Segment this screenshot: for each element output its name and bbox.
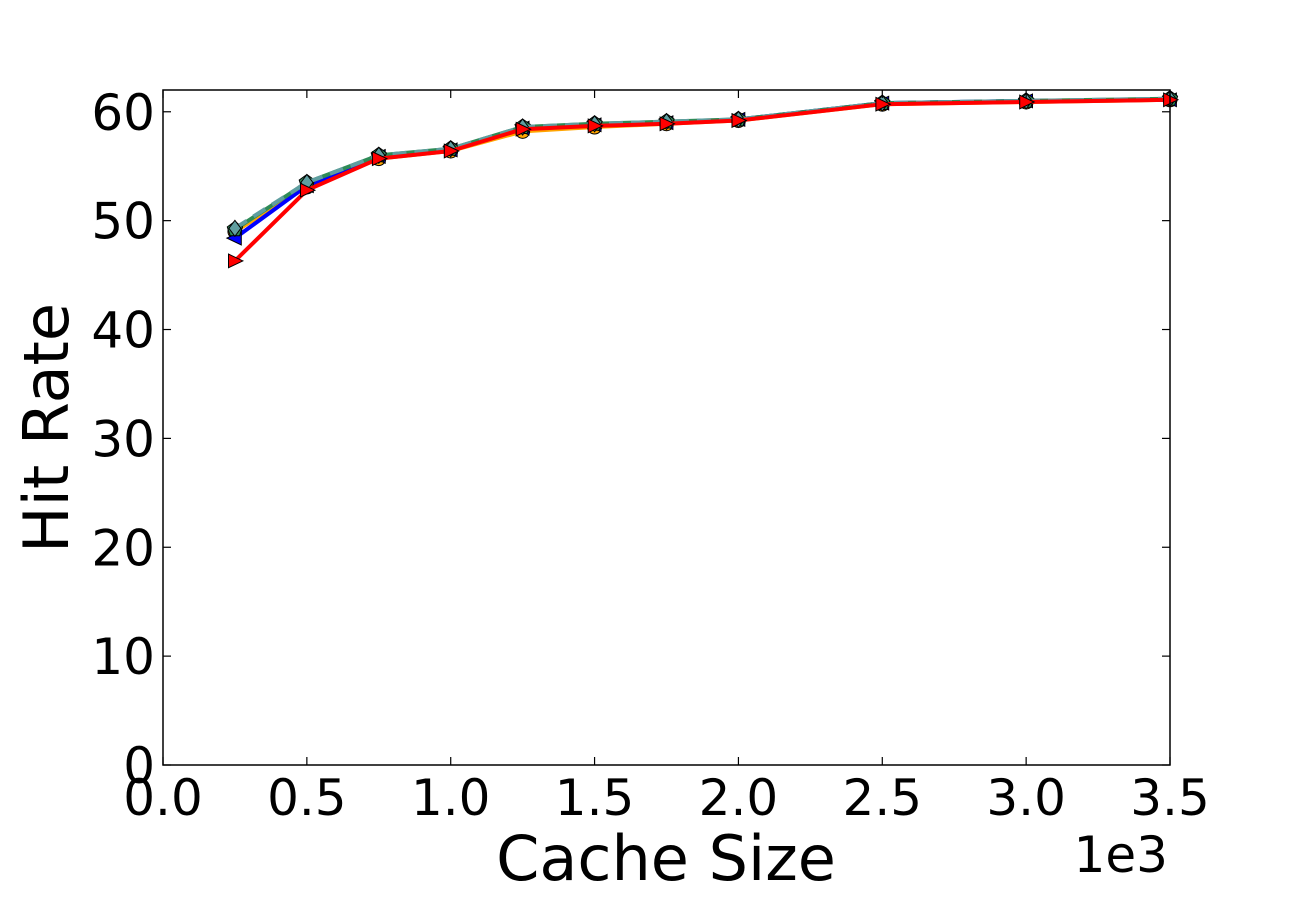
data-point [515, 121, 532, 137]
data-point [228, 219, 242, 238]
x-axis-offset-label: 1e3 [1074, 826, 1168, 884]
y-tick-label: 50 [91, 193, 155, 251]
y-axis: 0 10 20 30 40 50 60 [91, 84, 1170, 795]
x-tick-label: 2.0 [699, 769, 779, 827]
data-point [443, 143, 460, 159]
data-point [659, 116, 676, 132]
data-point [371, 151, 388, 167]
data-point [300, 182, 317, 198]
x-axis-label: Cache Size [496, 822, 836, 895]
series-layer [225, 89, 1180, 269]
series-4 [228, 92, 1180, 269]
y-tick-label: 30 [91, 410, 155, 468]
plot-frame [162, 89, 1171, 766]
y-tick-label: 10 [91, 628, 155, 686]
y-axis-label: Hit Rate [10, 303, 83, 553]
x-tick-label: 1.0 [411, 769, 491, 827]
y-tick-label: 0 [123, 737, 155, 795]
x-tick-label: 3.0 [986, 769, 1066, 827]
x-tick-label: 0.0 [123, 769, 203, 827]
data-point [875, 96, 892, 112]
x-axis: 0.0 0.5 1.0 1.5 2.0 2.5 3.0 3.5 [123, 90, 1210, 827]
data-point [1019, 94, 1036, 110]
data-point [1163, 92, 1180, 108]
x-tick-label: 0.5 [267, 769, 347, 827]
x-tick-label: 3.5 [1130, 769, 1210, 827]
y-tick-label: 60 [91, 84, 155, 142]
y-tick-label: 20 [91, 519, 155, 577]
y-tick-label: 40 [91, 302, 155, 360]
data-point [228, 253, 245, 269]
x-tick-label: 2.5 [843, 769, 923, 827]
x-tick-label: 1.5 [555, 769, 635, 827]
data-point [587, 118, 604, 134]
data-point [731, 112, 748, 129]
